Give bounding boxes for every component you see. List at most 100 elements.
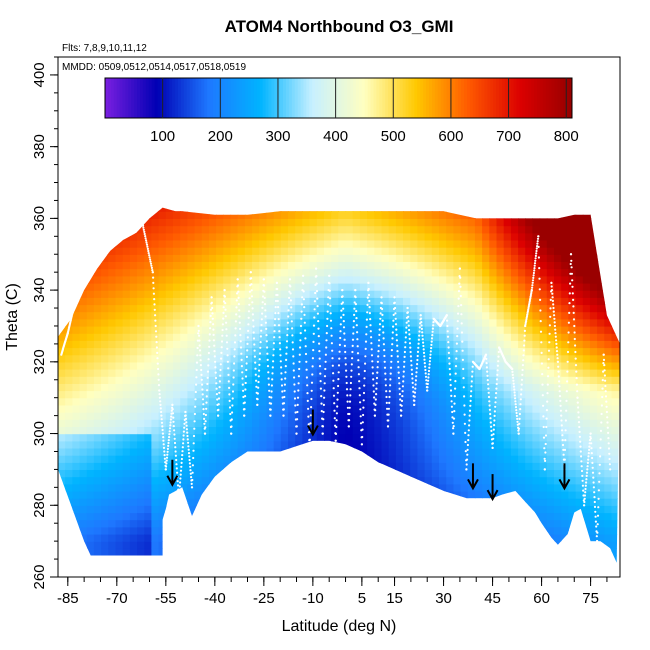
ozone-cell xyxy=(403,498,411,506)
trace-point xyxy=(352,326,355,329)
ozone-cell xyxy=(503,254,512,262)
trace-point xyxy=(204,420,207,423)
ozone-cell xyxy=(518,354,526,363)
trace-point xyxy=(209,327,212,330)
ozone-cell xyxy=(381,211,390,219)
trace-point xyxy=(255,385,258,388)
ozone-cell xyxy=(201,354,210,363)
ozone-cell xyxy=(352,369,361,377)
ozone-cell xyxy=(230,469,239,478)
ozone-cell xyxy=(539,318,548,327)
ozone-cell xyxy=(165,455,174,463)
ozone-cell xyxy=(589,347,598,356)
ozone-cell xyxy=(101,290,109,298)
ozone-cell xyxy=(582,534,591,542)
ozone-cell xyxy=(604,548,613,557)
ozone-cell xyxy=(518,225,526,234)
ozone-cell xyxy=(244,354,253,363)
ozone-cell xyxy=(108,268,117,277)
trace-point xyxy=(302,290,305,293)
ozone-cell xyxy=(302,239,311,248)
ozone-cell xyxy=(72,563,80,571)
trace-point xyxy=(311,357,314,360)
trace-point xyxy=(367,293,371,297)
ozone-cell xyxy=(209,455,217,463)
ozone-cell xyxy=(489,376,498,384)
ozone-cell xyxy=(503,505,512,514)
ozone-cell xyxy=(568,455,577,463)
ozone-cell xyxy=(611,361,620,370)
ozone-cell xyxy=(410,282,418,291)
ozone-cell xyxy=(223,548,232,557)
trace-point xyxy=(199,359,202,362)
ozone-cell xyxy=(575,404,584,413)
ozone-cell xyxy=(561,519,569,528)
trace-point xyxy=(225,321,228,324)
ozone-cell xyxy=(266,483,275,492)
ozone-cell xyxy=(395,333,404,341)
ozone-cell xyxy=(93,512,102,521)
ozone-cell xyxy=(180,239,188,248)
ozone-cell xyxy=(388,354,397,363)
ozone-cell xyxy=(58,247,66,255)
ozone-cell xyxy=(65,261,73,270)
ozone-cell xyxy=(525,361,533,370)
ozone-cell xyxy=(216,412,224,420)
ozone-cell xyxy=(202,563,210,571)
ozone-cell xyxy=(302,197,310,205)
ozone-cell xyxy=(80,197,88,205)
ozone-cell xyxy=(223,247,232,255)
ozone-cell xyxy=(554,211,562,219)
ozone-cell xyxy=(129,404,138,413)
trace-point xyxy=(222,317,225,320)
ozone-cell xyxy=(388,397,397,406)
ozone-cell xyxy=(201,440,210,449)
trace-point xyxy=(288,290,291,293)
ozone-cell xyxy=(352,476,361,485)
ozone-cell xyxy=(137,207,145,212)
ozone-cell xyxy=(108,340,117,349)
ozone-cell xyxy=(395,462,404,470)
ozone-cell xyxy=(209,290,217,298)
ozone-cell xyxy=(187,318,196,327)
ozone-cell xyxy=(137,476,145,485)
ozone-cell xyxy=(431,419,440,427)
ozone-cell xyxy=(144,261,153,270)
ozone-cell xyxy=(273,326,282,334)
ozone-cell xyxy=(309,397,318,406)
ozone-cell xyxy=(460,426,469,435)
trace-point xyxy=(300,303,303,306)
ozone-cell xyxy=(525,197,533,205)
ozone-cell xyxy=(316,519,325,528)
ozone-cell xyxy=(575,361,584,370)
ozone-cell xyxy=(417,369,426,377)
ozone-cell xyxy=(611,419,620,427)
ozone-cell xyxy=(453,519,462,528)
ozone-cell xyxy=(611,254,620,262)
ozone-cell xyxy=(187,541,196,549)
trace-point xyxy=(284,377,287,380)
ozone-cell xyxy=(611,333,620,341)
trace-point xyxy=(370,342,373,345)
trace-point xyxy=(351,338,355,341)
ozone-cell xyxy=(158,440,167,449)
ozone-cell xyxy=(151,412,160,420)
ozone-cell xyxy=(266,383,275,392)
ozone-cell xyxy=(417,462,426,470)
ozone-cell xyxy=(561,397,569,406)
ozone-cell xyxy=(259,311,268,320)
ozone-cell xyxy=(532,361,541,370)
ozone-cell xyxy=(309,340,318,349)
trace-point xyxy=(291,341,294,344)
ozone-cell xyxy=(273,318,282,327)
ozone-cell xyxy=(230,268,239,277)
ozone-cell xyxy=(604,476,613,485)
trace-point xyxy=(299,339,302,342)
ozone-cell xyxy=(86,268,95,277)
ozone-cell xyxy=(302,404,311,413)
trace-point xyxy=(167,444,170,447)
ozone-cell xyxy=(467,512,476,521)
ozone-cell xyxy=(173,383,181,392)
trace-point xyxy=(154,314,157,317)
ozone-cell xyxy=(395,483,404,492)
